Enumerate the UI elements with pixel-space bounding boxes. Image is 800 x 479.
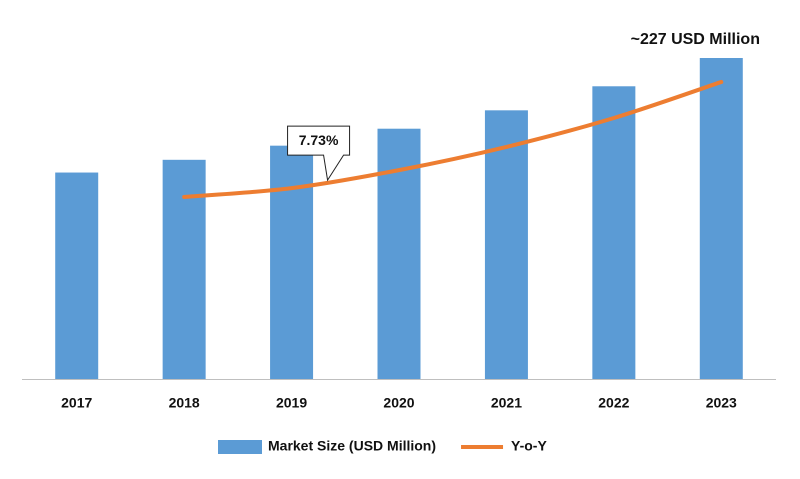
legend-label: Market Size (USD Million) — [268, 438, 436, 454]
value-label: 7.73% — [299, 132, 339, 148]
legend-swatch — [218, 440, 262, 454]
line — [182, 79, 724, 200]
value-label: ~227 USD Million — [631, 31, 760, 48]
callout — [287, 125, 351, 182]
bar — [592, 86, 636, 380]
bar — [162, 159, 206, 379]
x-tick-label: 2017 — [61, 395, 92, 411]
x-tick-label: 2022 — [598, 395, 629, 411]
legend-label: Y-o-Y — [511, 438, 547, 454]
x-tick-label: 2018 — [169, 395, 200, 411]
bar — [270, 145, 314, 379]
x-tick-label: 2021 — [491, 395, 522, 411]
bar — [55, 172, 99, 379]
x-tick-label: 2020 — [383, 395, 414, 411]
x-tick-label: 2019 — [276, 395, 307, 411]
x-tick-label: 2023 — [706, 395, 737, 411]
bar — [484, 110, 528, 379]
bar — [699, 58, 743, 379]
